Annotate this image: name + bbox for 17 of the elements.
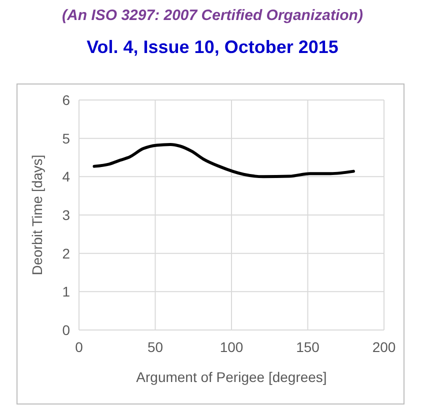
y-tick-label: 1 xyxy=(62,284,70,300)
chart-title: (An ISO 3297: 2007 Certified Organization) xyxy=(62,7,363,24)
y-tick-label: 2 xyxy=(62,245,70,262)
x-tick-label: 200 xyxy=(372,339,396,355)
y-axis-title: Deorbit Time [days] xyxy=(29,154,45,276)
y-tick-label: 3 xyxy=(62,207,70,223)
chart-subtitle: Vol. 4, Issue 10, October 2015 xyxy=(86,37,338,57)
line-series xyxy=(92,142,355,178)
y-tick-label: 5 xyxy=(62,130,70,146)
x-tick-label: 100 xyxy=(220,339,244,355)
x-tick-label: 50 xyxy=(147,339,164,355)
x-axis-title: Argument of Perigee [degrees] xyxy=(136,369,327,385)
x-tick-label: 150 xyxy=(296,339,320,355)
y-tick-label: 0 xyxy=(62,322,70,338)
y-tick-label: 6 xyxy=(62,92,70,108)
y-tick-label: 4 xyxy=(62,168,70,185)
x-tick-label: 0 xyxy=(75,339,84,355)
